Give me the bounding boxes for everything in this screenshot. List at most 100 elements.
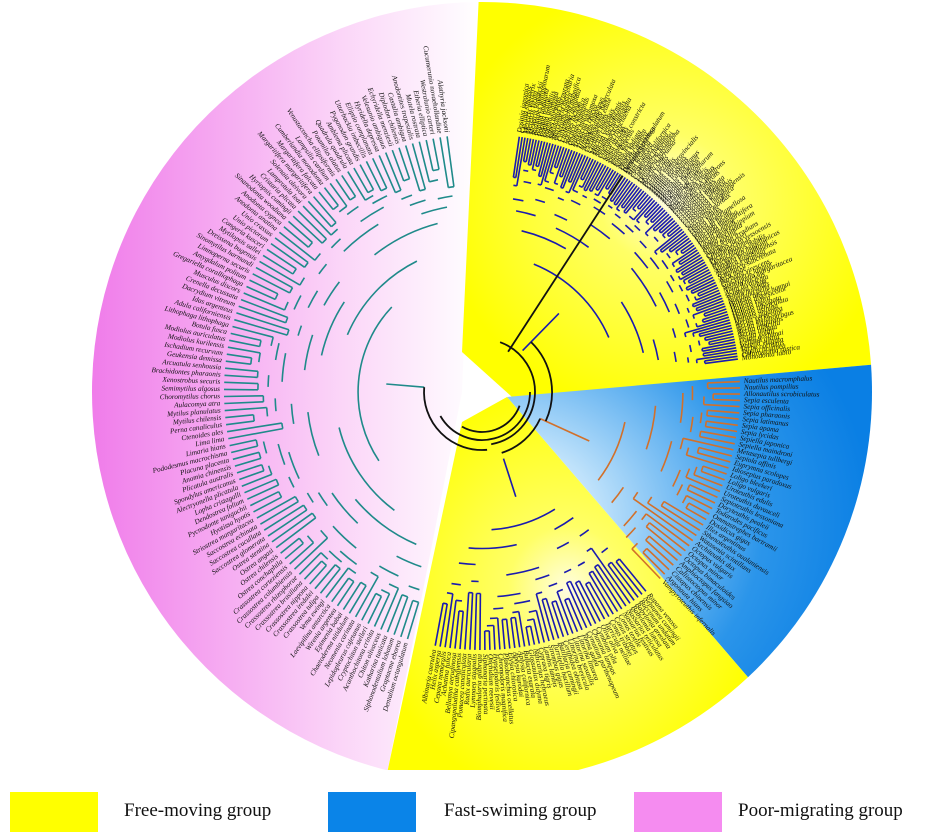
- branch-arc: [594, 193, 599, 197]
- branch-terminal: [249, 490, 280, 507]
- branch-terminal: [359, 164, 375, 190]
- branch-terminal: [425, 139, 434, 171]
- group-sectors: [91, 1, 873, 782]
- branch-terminal: [474, 593, 478, 650]
- branch-arc: [616, 208, 621, 212]
- branch-arc: [334, 564, 341, 570]
- branch-terminal: [479, 593, 482, 651]
- branch-terminal: [318, 191, 334, 211]
- branch-arc: [307, 290, 319, 309]
- branch-arc: [528, 163, 531, 166]
- branch-arc: [317, 492, 328, 507]
- branch-arc: [523, 169, 529, 172]
- branch-arc: [607, 204, 613, 209]
- branch-terminal: [584, 583, 606, 620]
- branch-arc: [639, 240, 647, 249]
- branch-terminal: [682, 437, 734, 451]
- branch-arc: [682, 280, 687, 285]
- tip-label: Siphonaria pectinata: [481, 654, 490, 715]
- branch-terminal: [680, 264, 707, 281]
- branch-arc: [704, 421, 708, 427]
- branch-terminal: [683, 266, 709, 282]
- branch-terminal: [642, 551, 666, 575]
- branch-arc: [538, 175, 542, 178]
- legend: Free-moving group Fast-swiming group Poo…: [0, 776, 939, 832]
- branch-arc: [695, 323, 698, 328]
- branch-terminal: [696, 300, 724, 312]
- root-arc: [530, 341, 553, 422]
- branch-terminal: [706, 420, 738, 427]
- branch-arc: [676, 484, 684, 496]
- branch-terminal: [469, 592, 474, 650]
- branch-terminal: [253, 496, 282, 513]
- branch-arc: [554, 213, 568, 221]
- branch-terminal: [661, 233, 687, 253]
- sector-poor-migrating: [91, 2, 479, 771]
- branch-arc: [288, 287, 294, 294]
- branch-arc: [274, 293, 279, 300]
- branch-terminal: [505, 619, 511, 649]
- branch-terminal: [651, 209, 666, 224]
- branch-terminal: [579, 157, 592, 180]
- tip-label: Biomphalaria glabrata: [475, 654, 484, 721]
- branch-terminal: [231, 445, 258, 454]
- branch-terminal: [620, 185, 638, 207]
- branch-arc: [632, 491, 639, 500]
- branch-terminal: [581, 159, 597, 188]
- branch-terminal: [682, 244, 695, 255]
- branch-terminal: [267, 509, 308, 537]
- branch-terminal: [704, 330, 733, 339]
- branch-terminal: [225, 367, 258, 373]
- branch-terminal: [459, 611, 464, 650]
- branch-terminal: [645, 203, 660, 219]
- legend-swatch-fast-swimming: [328, 792, 416, 832]
- branch-terminal: [678, 249, 698, 263]
- branch-arc: [645, 221, 650, 226]
- branch-terminal: [698, 286, 719, 297]
- branch-terminal: [319, 568, 341, 594]
- branch-arc: [666, 233, 670, 237]
- branch-terminal: [701, 470, 725, 481]
- root-arc: [423, 387, 488, 451]
- branch-arc: [554, 166, 558, 169]
- branch-arc: [671, 328, 677, 338]
- branch-arc: [661, 259, 669, 270]
- branch-arc: [396, 555, 422, 568]
- branch-terminal: [681, 259, 704, 274]
- branch-terminal: [565, 582, 588, 629]
- branch-arc: [250, 357, 253, 365]
- branch-arc: [401, 194, 413, 200]
- branch-arc: [533, 263, 610, 338]
- branch-terminal: [535, 593, 550, 642]
- branch-arc: [580, 178, 584, 181]
- tip-label: Semimytilus algosus: [161, 384, 220, 393]
- branch-arc: [678, 261, 682, 265]
- branch-terminal: [553, 146, 562, 168]
- branch-terminal: [229, 339, 260, 348]
- branch-terminal: [537, 142, 549, 177]
- branch-terminal: [704, 355, 738, 362]
- tree-branches: [223, 136, 741, 651]
- branch-arc: [372, 195, 388, 205]
- branch-arc: [685, 287, 689, 291]
- clade-free-moving-upper: [512, 136, 739, 365]
- branch-terminal: [259, 500, 299, 525]
- branch-terminal: [590, 547, 631, 604]
- branch-terminal: [501, 619, 506, 650]
- branch-terminal: [693, 294, 722, 308]
- branch-arc: [685, 319, 690, 328]
- branch-terminal: [699, 327, 733, 338]
- branch-arc: [409, 199, 426, 207]
- branch-arc: [586, 547, 592, 552]
- branch-arc: [321, 560, 327, 566]
- branch-arc: [323, 281, 341, 306]
- branch-arc: [620, 301, 645, 353]
- branch-terminal: [488, 630, 491, 650]
- branch-terminal: [662, 222, 678, 236]
- branch-arc: [566, 580, 571, 584]
- branch-arc: [306, 492, 314, 503]
- branch-terminal: [439, 137, 450, 188]
- branch-terminal: [706, 414, 739, 420]
- branch-terminal: [331, 577, 350, 603]
- branch-terminal: [244, 478, 277, 494]
